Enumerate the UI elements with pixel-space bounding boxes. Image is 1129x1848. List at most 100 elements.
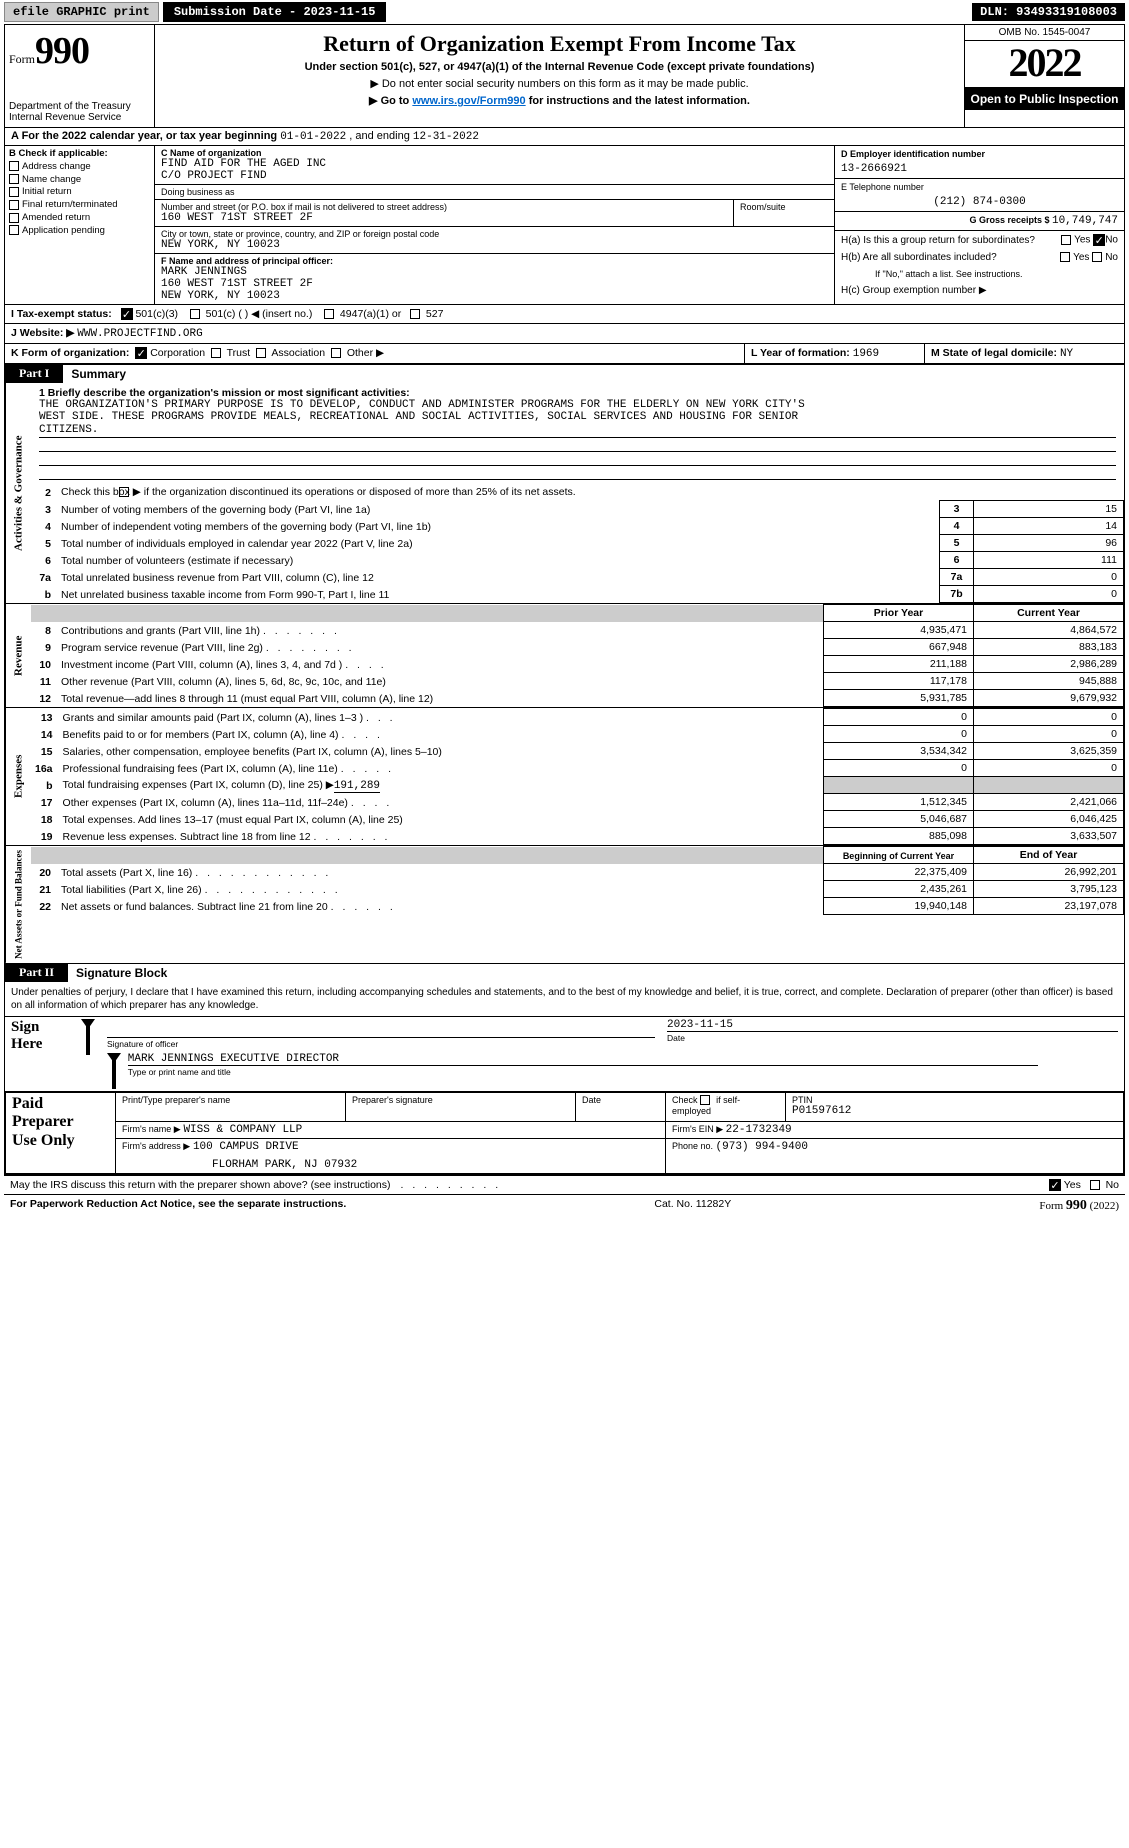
chk-527[interactable] — [410, 309, 420, 319]
line-14-prior: 0 — [824, 726, 974, 743]
line-8-label: Contributions and grants (Part VIII, lin… — [61, 625, 260, 637]
mission-blank-1 — [39, 438, 1116, 452]
row-a-begin: 01-01-2022 — [280, 131, 346, 143]
org-name-2: C/O PROJECT FIND — [161, 170, 828, 182]
line-17-label: Other expenses (Part IX, column (A), lin… — [63, 797, 348, 809]
lbl-amended: Amended return — [22, 212, 90, 223]
row-a-tax-year: A For the 2022 calendar year, or tax yea… — [5, 128, 1124, 146]
col-d-ein-block: D Employer identification number 13-2666… — [834, 146, 1124, 304]
hb-yes: Yes — [1073, 252, 1089, 263]
ptin-label: PTIN — [792, 1095, 1117, 1105]
line-12-label: Total revenue—add lines 8 through 11 (mu… — [57, 690, 824, 707]
lbl-pending: Application pending — [22, 225, 105, 236]
year-formation-value: 1969 — [853, 348, 879, 360]
line-18-prior: 5,046,687 — [824, 811, 974, 828]
opt-other: Other ▶ — [347, 347, 384, 359]
ha-yes: Yes — [1074, 235, 1090, 246]
hb-yes-chk[interactable] — [1060, 252, 1070, 262]
line-20-label: Total assets (Part X, line 16) — [61, 867, 192, 879]
col-b-checkboxes: B Check if applicable: Address change Na… — [5, 146, 155, 304]
dept-treasury: Department of the Treasury — [9, 101, 150, 112]
row-a-end: 12-31-2022 — [413, 131, 479, 143]
ein-value: 13-2666921 — [841, 163, 1118, 175]
chk-4947[interactable] — [324, 309, 334, 319]
chk-corp[interactable]: ✓ — [135, 347, 147, 359]
ha-label: H(a) Is this a group return for subordin… — [841, 235, 1061, 246]
line-8-curr: 4,864,572 — [974, 622, 1124, 639]
lbl-final: Final return/terminated — [22, 199, 118, 210]
line-16a-prior: 0 — [824, 760, 974, 777]
prep-name-label: Print/Type preparer's name — [122, 1095, 339, 1105]
omb-number: OMB No. 1545-0047 — [965, 25, 1124, 41]
opt-4947: 4947(a)(1) or — [340, 308, 401, 320]
lbl-address: Address change — [22, 161, 91, 172]
ha-no-chk[interactable]: ✓ — [1093, 234, 1105, 246]
line-7b-val: 0 — [974, 586, 1124, 603]
line-16a-curr: 0 — [974, 760, 1124, 777]
part2-header: Part II Signature Block — [5, 963, 1124, 982]
footer-catno: Cat. No. 11282Y — [654, 1198, 731, 1214]
part1-title: Summary — [63, 365, 1124, 383]
chk-501c3[interactable]: ✓ — [121, 308, 133, 320]
line-7a-label: Total unrelated business revenue from Pa… — [57, 569, 920, 586]
firm-phone-value: (973) 994-9400 — [716, 1141, 808, 1153]
line-22-curr: 23,197,078 — [974, 898, 1124, 915]
city-value: NEW YORK, NY 10023 — [161, 239, 828, 251]
chk-name[interactable] — [9, 174, 19, 184]
chk-other[interactable] — [331, 348, 341, 358]
irs-link[interactable]: www.irs.gov/Form990 — [412, 95, 525, 107]
opt-trust: Trust — [227, 347, 251, 359]
chk-501c[interactable] — [190, 309, 200, 319]
row-l-year: L Year of formation: 1969 — [744, 344, 924, 363]
line-20-prior: 22,375,409 — [824, 864, 974, 881]
firm-name-label: Firm's name ▶ — [122, 1124, 181, 1134]
ha-yes-chk[interactable] — [1061, 235, 1071, 245]
row-i-label: I Tax-exempt status: — [11, 308, 112, 320]
form-subtitle-2: ▶ Do not enter social security numbers o… — [161, 77, 958, 90]
chk-assoc[interactable] — [256, 348, 266, 358]
phone-label: E Telephone number — [841, 182, 1118, 192]
line-16a-label: Professional fundraising fees (Part IX, … — [63, 763, 338, 775]
part1-tab: Part I — [5, 364, 63, 383]
chk-line2[interactable] — [119, 487, 129, 497]
line-10-prior: 211,188 — [824, 656, 974, 673]
goto-prefix: ▶ Go to — [369, 95, 412, 107]
row-k-label: K Form of organization: — [11, 347, 129, 359]
chk-amended[interactable] — [9, 213, 19, 223]
line-5-label: Total number of individuals employed in … — [57, 535, 920, 552]
sig-name-value: MARK JENNINGS EXECUTIVE DIRECTOR — [128, 1053, 1038, 1065]
opt-501c: 501(c) ( ) ◀ (insert no.) — [206, 308, 313, 320]
line-16b-curr-gray — [974, 777, 1124, 794]
footer-paperwork: For Paperwork Reduction Act Notice, see … — [10, 1198, 346, 1214]
line-4-label: Number of independent voting members of … — [57, 518, 920, 535]
mayirs-no-chk[interactable] — [1090, 1180, 1100, 1190]
hb-no-chk[interactable] — [1092, 252, 1102, 262]
firm-addr-label: Firm's address ▶ — [122, 1141, 190, 1151]
gross-label: G Gross receipts $ — [969, 215, 1052, 225]
chk-trust[interactable] — [211, 348, 221, 358]
mayirs-yes: Yes — [1064, 1179, 1081, 1191]
city-label: City or town, state or province, country… — [161, 229, 828, 239]
line-20-curr: 26,992,201 — [974, 864, 1124, 881]
line-7b-label: Net unrelated business taxable income fr… — [57, 586, 920, 603]
line-22-label: Net assets or fund balances. Subtract li… — [61, 901, 328, 913]
mayirs-no: No — [1106, 1179, 1119, 1191]
line-19-label: Revenue less expenses. Subtract line 18 … — [63, 831, 311, 843]
mission-blank-3 — [39, 466, 1116, 480]
line-13-prior: 0 — [824, 709, 974, 726]
line-16b-label: Total fundraising expenses (Part IX, col… — [63, 779, 334, 791]
officer-addr: 160 WEST 71ST STREET 2F — [161, 278, 828, 290]
chk-final[interactable] — [9, 200, 19, 210]
chk-pending[interactable] — [9, 225, 19, 235]
may-irs-text: May the IRS discuss this return with the… — [10, 1179, 391, 1191]
col-b-header: B Check if applicable: — [9, 148, 150, 161]
sign-arrow-1 — [75, 1017, 101, 1092]
chk-address[interactable] — [9, 161, 19, 171]
addr-value: 160 WEST 71ST STREET 2F — [161, 212, 727, 224]
chk-initial[interactable] — [9, 187, 19, 197]
line-12-curr: 9,679,932 — [974, 690, 1124, 707]
chk-self-employed[interactable] — [700, 1095, 710, 1105]
line-14-curr: 0 — [974, 726, 1124, 743]
row-i-tax-status: I Tax-exempt status: ✓ 501(c)(3) 501(c) … — [5, 305, 1124, 323]
mayirs-yes-chk[interactable]: ✓ — [1049, 1179, 1061, 1191]
